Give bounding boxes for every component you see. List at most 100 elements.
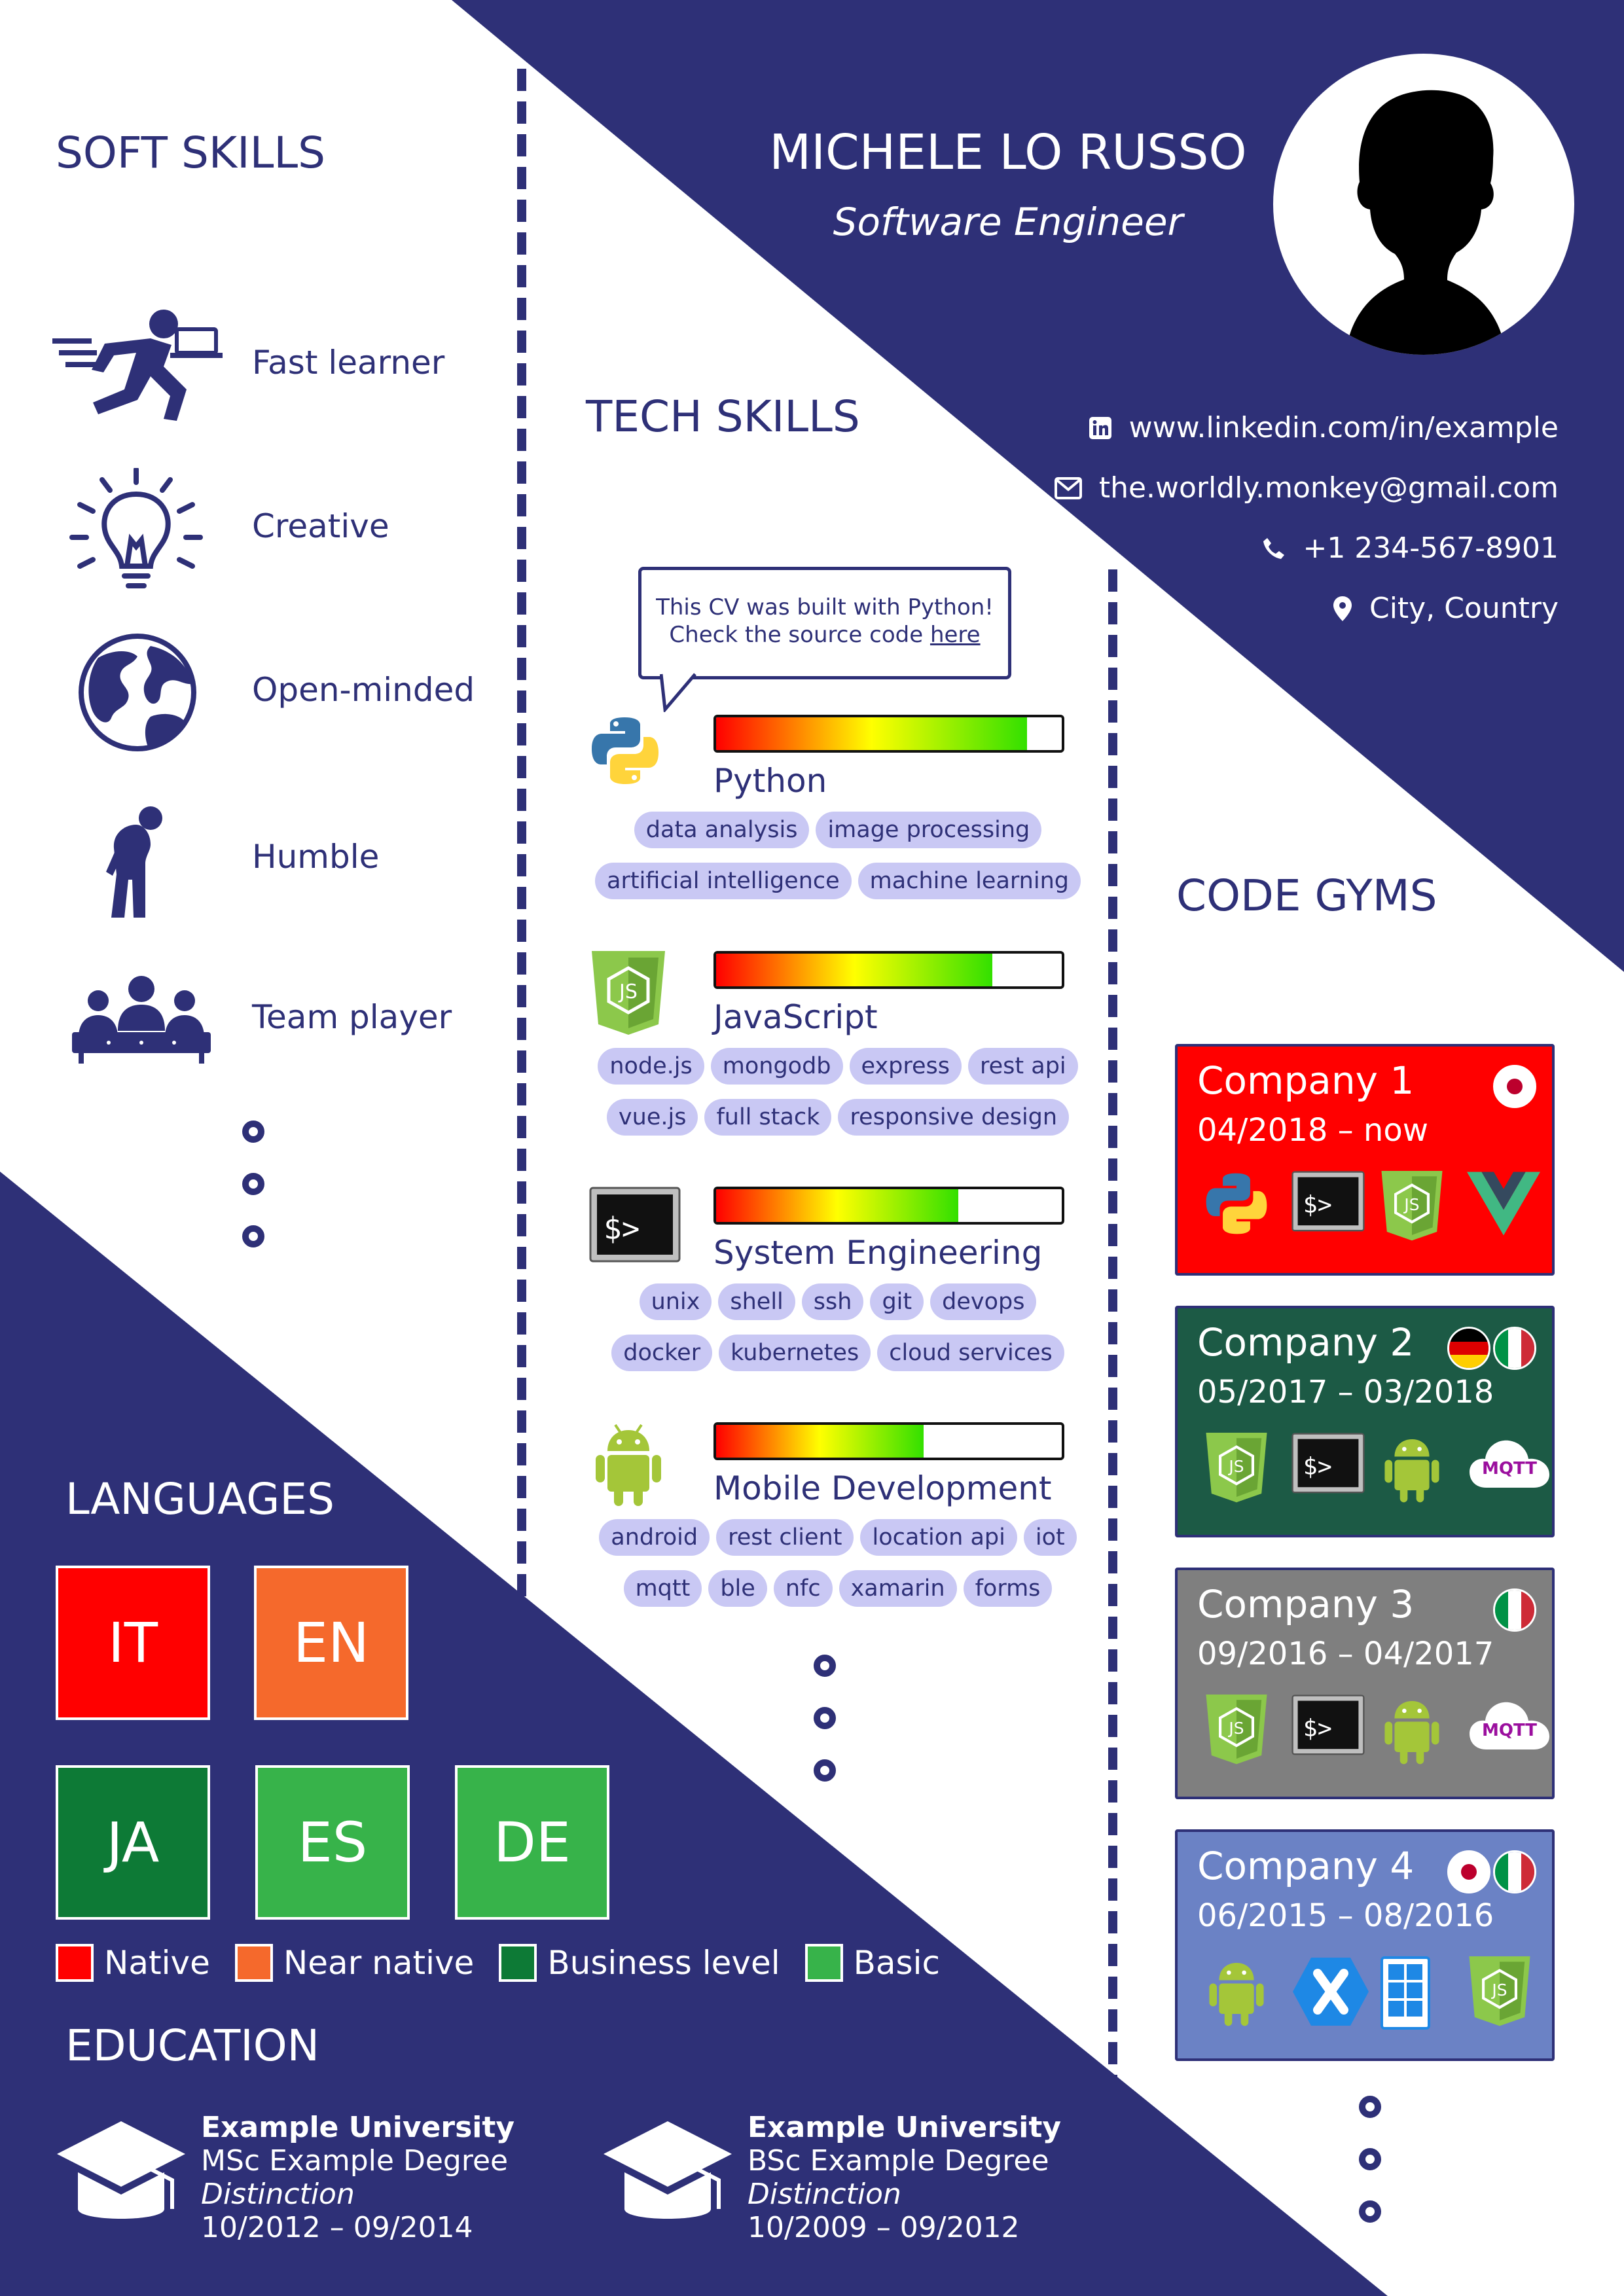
mqtt-cloud-icon: MQTT bbox=[1467, 1433, 1549, 1506]
svg-text:JS: JS bbox=[1490, 1981, 1507, 2000]
xamarin-icon bbox=[1291, 1956, 1369, 2030]
more-dot bbox=[814, 1707, 836, 1729]
company-dates: 05/2017 – 03/2018 bbox=[1197, 1374, 1494, 1410]
soft-skill-item: Open-minded bbox=[52, 632, 475, 756]
skill-tag: ble bbox=[708, 1570, 767, 1607]
skill-tags: data analysis image processing artificial… bbox=[589, 812, 1087, 914]
person-name: MICHELE LO RUSSO bbox=[769, 124, 1247, 181]
svg-text:JS: JS bbox=[1227, 1457, 1244, 1476]
skill-tags: android rest client location api iot mqtt bl… bbox=[589, 1519, 1087, 1621]
contact-text: +1 234-567-8901 bbox=[1303, 531, 1559, 565]
language-box: ES bbox=[255, 1765, 410, 1920]
contact-linkedin[interactable]: www.linkedin.com/in/example bbox=[1089, 411, 1559, 444]
contact-phone[interactable]: +1 234-567-8901 bbox=[1262, 531, 1559, 565]
more-dot bbox=[814, 1759, 836, 1782]
legend-label: Business level bbox=[547, 1944, 780, 1982]
more-dots bbox=[814, 1655, 846, 1812]
code-gyms-title: CODE GYMS bbox=[1176, 870, 1437, 921]
skill-tag: express bbox=[849, 1048, 962, 1085]
android-icon bbox=[589, 1422, 668, 1506]
soft-skill-item: Creative bbox=[52, 468, 471, 592]
company-card: Company 4 06/2015 – 08/2016 JS bbox=[1175, 1829, 1555, 2061]
skill-tag: rest api bbox=[968, 1048, 1078, 1085]
source-code-link[interactable]: here bbox=[929, 622, 981, 648]
skill-tag: machine learning bbox=[857, 863, 1081, 899]
linkedin-icon bbox=[1089, 416, 1111, 439]
skill-level-fill bbox=[716, 1425, 924, 1458]
company-dates: 09/2016 – 04/2017 bbox=[1197, 1636, 1494, 1672]
skill-tag: data analysis bbox=[634, 812, 810, 848]
language-box: DE bbox=[455, 1765, 609, 1920]
soft-skill-label: Humble bbox=[252, 838, 380, 876]
italy-flag-icon bbox=[1493, 1850, 1536, 1893]
skill-tag: responsive design bbox=[838, 1099, 1070, 1136]
more-dot bbox=[814, 1655, 836, 1677]
skill-tag: ssh bbox=[801, 1283, 864, 1320]
skill-tag: mqtt bbox=[623, 1570, 702, 1607]
company-name: Company 1 bbox=[1197, 1058, 1415, 1103]
legend-swatch-business bbox=[499, 1944, 537, 1982]
soft-skill-label: Open-minded bbox=[252, 671, 475, 709]
nodejs-icon: JS bbox=[589, 951, 668, 1035]
svg-text:$>: $> bbox=[1303, 1191, 1332, 1219]
bubble-line: Check the source code here bbox=[641, 621, 1008, 649]
mqtt-cloud-icon: MQTT bbox=[1467, 1695, 1549, 1768]
company-dates: 04/2018 – now bbox=[1197, 1112, 1428, 1149]
contact-text: www.linkedin.com/in/example bbox=[1128, 411, 1559, 444]
company-card: Company 3 09/2016 – 04/2017 JS $> MQTT bbox=[1175, 1568, 1555, 1799]
mqtt-label: MQTT bbox=[1481, 1721, 1538, 1740]
skill-level-fill bbox=[716, 1189, 958, 1222]
company-card: Company 2 05/2017 – 03/2018 JS $> MQTT bbox=[1175, 1306, 1555, 1537]
vue-icon bbox=[1467, 1171, 1540, 1244]
terminal-icon: $> bbox=[1291, 1433, 1365, 1506]
speech-bubble: This CV was built with Python! Check the… bbox=[638, 567, 1011, 679]
windows-phone-icon bbox=[1379, 1956, 1453, 2030]
nodejs-icon: JS bbox=[1467, 1956, 1540, 2030]
language-box: EN bbox=[254, 1566, 408, 1720]
svg-text:JS: JS bbox=[1227, 1719, 1244, 1738]
nodejs-icon: JS bbox=[1204, 1433, 1277, 1506]
graduation-cap-icon bbox=[604, 2121, 732, 2219]
skill-level-bar bbox=[713, 1422, 1064, 1460]
skill-name: JavaScript bbox=[713, 998, 878, 1036]
skill-tag: full stack bbox=[704, 1099, 832, 1136]
lightbulb-icon bbox=[69, 468, 203, 588]
bubble-tail bbox=[660, 672, 696, 712]
terminal-icon: $> bbox=[1291, 1695, 1365, 1768]
italy-flag-icon bbox=[1493, 1588, 1536, 1632]
degree-dates: 10/2012 – 09/2014 bbox=[201, 2211, 473, 2244]
degree-grade: Distinction bbox=[748, 2178, 901, 2211]
skill-tag: xamarin bbox=[839, 1570, 957, 1607]
bowing-person-icon bbox=[106, 806, 162, 918]
degree-name: MSc Example Degree bbox=[201, 2144, 509, 2178]
more-dot bbox=[242, 1173, 264, 1195]
soft-skill-item: Humble bbox=[52, 798, 471, 923]
skill-tag: mongodb bbox=[710, 1048, 843, 1085]
university-name: Example University bbox=[201, 2111, 515, 2144]
nodejs-icon: JS bbox=[1379, 1171, 1453, 1244]
italy-flag-icon bbox=[1493, 1327, 1536, 1370]
education-item: Example University MSc Example Degree Di… bbox=[56, 2111, 579, 2255]
soft-skill-label: Creative bbox=[252, 507, 389, 545]
legend-swatch-basic bbox=[804, 1944, 843, 1982]
language-legend: Native Near native Business level Basic bbox=[56, 1944, 954, 1982]
contact-location: City, Country bbox=[1333, 592, 1559, 625]
svg-text:$>: $> bbox=[1303, 1452, 1332, 1480]
more-dot bbox=[1359, 2148, 1381, 2170]
contact-email[interactable]: the.worldly.monkey@gmail.com bbox=[1054, 471, 1559, 505]
location-pin-icon bbox=[1333, 596, 1352, 621]
company-card: Company 1 04/2018 – now $> JS bbox=[1175, 1044, 1555, 1276]
skill-tags: node.js mongodb express rest api vue.js full… bbox=[589, 1048, 1087, 1150]
company-name: Company 4 bbox=[1197, 1844, 1415, 1888]
legend-swatch-near-native bbox=[234, 1944, 273, 1982]
skill-tag: rest client bbox=[716, 1519, 854, 1556]
education-item: Example University BSc Example Degree Di… bbox=[602, 2111, 1126, 2255]
skill-tag: node.js bbox=[598, 1048, 704, 1085]
university-name: Example University bbox=[748, 2111, 1062, 2144]
more-dot bbox=[242, 1225, 264, 1247]
skill-level-bar bbox=[713, 1187, 1064, 1225]
skill-tag: kubernetes bbox=[719, 1335, 871, 1371]
language-box: IT bbox=[56, 1566, 210, 1720]
skill-tag: image processing bbox=[816, 812, 1042, 848]
skill-tag: cloud services bbox=[877, 1335, 1064, 1371]
